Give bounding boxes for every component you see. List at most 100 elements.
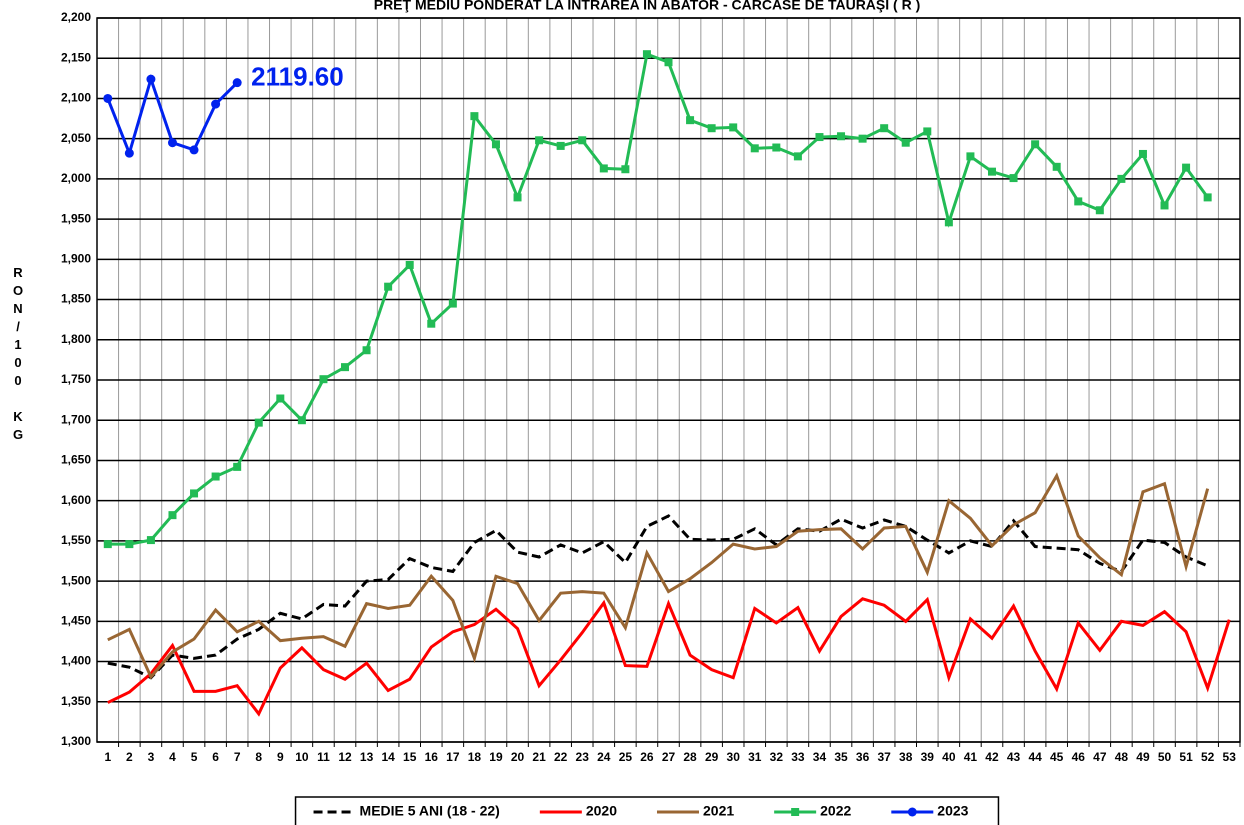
x-tick-label: 8 [255,750,262,764]
x-tick-label: 5 [191,750,198,764]
y-tick-label: 1,300 [61,734,91,748]
x-tick-label: 9 [277,750,284,764]
x-tick-label: 40 [942,750,956,764]
x-tick-label: 2 [126,750,133,764]
legend-label: 2020 [586,803,617,819]
point-marker [1182,163,1191,172]
y-tick-label: 1,600 [61,493,91,507]
y-tick-label: 1,550 [61,533,91,547]
point-marker [1031,140,1040,149]
point-marker [491,140,500,149]
point-marker [146,536,155,545]
x-tick-label: 21 [532,750,546,764]
point-marker [1074,197,1083,206]
x-tick-label: 23 [576,750,590,764]
y-tick-label: 2,100 [61,91,91,105]
y-axis-label: RON/100 KG [11,265,26,445]
point-marker [427,319,436,328]
point-marker [405,260,414,269]
series-line [107,52,1209,546]
point-marker [297,416,306,425]
legend-label: 2022 [820,803,851,819]
y-tick-label: 2,000 [61,171,91,185]
legend-marker [907,807,917,817]
x-tick-label: 39 [921,750,935,764]
x-tick-label: 48 [1115,750,1129,764]
y-tick-label: 1,700 [61,412,91,426]
x-tick-label: 11 [317,750,330,764]
y-tick-label: 1,750 [61,372,91,386]
x-tick-label: 36 [856,750,870,764]
y-tick-label: 1,400 [61,654,91,668]
chart-title: PREŢ MEDIU PONDERAT LA INTRAREA ÎN ABATO… [374,0,921,13]
legend-box [294,796,1000,825]
y-tick-label: 1,900 [61,252,91,266]
point-marker [664,58,673,67]
x-tick-label: 52 [1201,750,1215,764]
y-tick-label: 1,500 [61,573,91,587]
x-tick-label: 20 [511,750,525,764]
point-marker [362,346,371,355]
x-tick-label: 38 [899,750,913,764]
x-tick-label: 17 [446,750,460,764]
y-tick-label: 1,650 [61,453,91,467]
x-tick-label: 41 [964,750,978,764]
legend-label: MEDIE 5 ANI (18 - 22) [360,803,500,819]
point-marker [750,144,759,153]
x-tick-label: 31 [748,750,762,764]
legend: MEDIE 5 ANI (18 - 22) 2020 2021 2022 2023 [294,796,1000,825]
point-marker [168,511,177,520]
y-tick-label: 1,350 [61,694,91,708]
point-marker [448,299,457,308]
x-tick-label: 27 [662,750,676,764]
x-tick-label: 3 [148,750,155,764]
point-marker [578,136,587,145]
x-tick-label: 33 [791,750,805,764]
x-tick-label: 19 [489,750,503,764]
x-tick-label: 13 [360,750,374,764]
point-marker [837,132,846,141]
y-tick-label: 2,050 [61,131,91,145]
x-tick-label: 29 [705,750,719,764]
x-tick-label: 34 [813,750,827,764]
point-marker [211,99,221,109]
point-marker [987,167,996,176]
series-line [107,514,1209,680]
point-marker [189,145,199,155]
point-marker [276,394,285,403]
point-marker [232,78,242,88]
point-marker [621,165,630,174]
legend-label: 2023 [937,803,968,819]
plot-border [96,17,1241,743]
point-marker [1117,174,1126,183]
point-marker [1009,174,1018,183]
point-marker [815,133,824,142]
x-tick-label: 14 [381,750,395,764]
x-tick-label: 51 [1179,750,1193,764]
point-marker [1138,149,1147,158]
x-tick-label: 49 [1136,750,1150,764]
x-tick-label: 37 [877,750,891,764]
point-marker [384,282,393,291]
point-marker [124,148,134,158]
point-marker [146,74,156,84]
x-tick-label: 35 [834,750,848,764]
x-tick-label: 16 [425,750,439,764]
point-marker [319,375,328,384]
point-marker [1095,206,1104,215]
y-tick-label: 1,850 [61,292,91,306]
x-tick-label: 46 [1072,750,1086,764]
x-tick-label: 53 [1223,750,1237,764]
point-marker [103,540,112,549]
x-tick-label: 50 [1158,750,1172,764]
x-tick-label: 10 [295,750,309,764]
point-marker [1052,162,1061,171]
point-marker [599,164,608,173]
point-marker [793,152,802,161]
legend-marker [791,808,800,816]
series-line [107,472,1210,680]
point-marker [772,143,781,152]
y-tick-label: 1,950 [61,211,91,225]
point-marker [513,193,522,202]
